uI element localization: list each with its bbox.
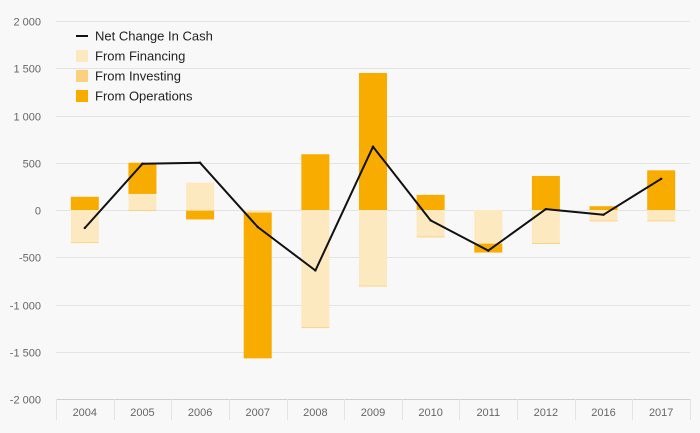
x-tick-label: 2007	[245, 407, 269, 419]
x-tick-label: 2005	[130, 407, 154, 419]
bar-from-financing-2011	[474, 210, 503, 244]
net-change-point-2016	[602, 213, 605, 216]
x-tick-label: 2012	[534, 407, 558, 419]
bar-from-financing-2006	[186, 182, 215, 210]
y-tick-label: 500	[23, 159, 41, 171]
bar-from-operations-2010	[416, 194, 445, 210]
net-change-point-2005	[141, 162, 144, 165]
bar-from-investing-2006	[186, 210, 215, 211]
net-change-point-2010	[429, 219, 432, 222]
bar-from-investing-2010	[416, 236, 445, 238]
legend-swatch-from-financing	[76, 50, 88, 62]
y-tick-label: 1 000	[13, 112, 41, 124]
bar-from-investing-2017	[647, 220, 676, 222]
bar-from-operations-2009	[359, 72, 387, 210]
y-tick-label: -2 000	[10, 395, 41, 407]
bar-from-investing-2008	[301, 327, 330, 329]
net-change-point-2011	[487, 249, 490, 252]
bar-from-financing-2010	[416, 210, 445, 237]
bar-from-investing-2009	[359, 285, 387, 287]
bar-from-operations-2016	[589, 206, 618, 210]
y-tick-label: -1 500	[10, 348, 41, 360]
net-change-point-2004	[83, 226, 87, 230]
net-change-point-2007	[256, 225, 259, 229]
x-tick-label: 2017	[649, 407, 673, 419]
net-change-point-2008	[314, 269, 317, 272]
bar-from-operations-2005	[128, 162, 157, 194]
bar-from-investing-2011	[474, 243, 503, 245]
net-change-point-2006	[198, 161, 202, 164]
bar-from-investing-2004	[70, 242, 99, 244]
y-tick-label: 2 000	[13, 17, 41, 29]
bar-from-investing-2012	[531, 243, 560, 245]
legend-swatch-from-investing	[76, 70, 88, 82]
bar-from-operations-2008	[301, 154, 330, 210]
x-tick-label: 2009	[361, 407, 385, 419]
legend-label-net-change-in-cash: Net Change In Cash	[95, 29, 213, 44]
legend: Net Change In Cash From Financing From Inv…	[76, 29, 213, 104]
x-tick-label: 2004	[73, 407, 97, 419]
bar-from-financing-2017	[647, 210, 676, 221]
net-change-point-2012	[544, 207, 548, 211]
bar-from-operations-2006	[186, 210, 215, 220]
net-change-point-2017	[659, 177, 663, 181]
bar-from-operations-2011	[474, 244, 503, 253]
legend-label-from-financing: From Financing	[95, 49, 185, 64]
x-axis: 2004 2005 2006 2007 2008 2009 2010 2011 2012 2016…	[56, 399, 691, 420]
bar-from-operations-2012	[531, 175, 560, 210]
bar-from-operations-2007	[243, 212, 272, 359]
bar-from-financing-2004	[70, 210, 99, 243]
bar-from-financing-2005	[128, 193, 157, 210]
x-tick-label: 2011	[476, 407, 500, 419]
bar-from-investing-2007	[243, 211, 272, 213]
bar-from-investing-2016	[589, 220, 618, 222]
x-tick-label: 2008	[303, 407, 327, 419]
net-change-point-2009	[371, 145, 375, 148]
y-tick-label: -1 000	[10, 301, 41, 313]
legend-label-from-operations: From Operations	[95, 89, 193, 104]
y-tick-label: 0	[35, 206, 41, 218]
bars	[70, 72, 676, 359]
net-change-line-layer	[83, 145, 663, 272]
y-tick-label: -500	[19, 253, 41, 265]
bar-from-operations-2017	[647, 170, 676, 210]
bar-from-investing-2005	[128, 210, 157, 211]
x-tick-label: 2016	[591, 407, 615, 419]
legend-swatch-from-operations	[76, 90, 88, 102]
y-tick-label: 1 500	[13, 64, 41, 76]
legend-label-from-investing: From Investing	[95, 69, 181, 84]
x-tick-label: 2006	[188, 407, 212, 419]
bar-from-financing-2007	[243, 210, 272, 212]
bar-from-operations-2004	[70, 196, 99, 210]
y-axis: 2 000 1 500 1 000 500 0 -500 -1 000 -1 500 -2 00…	[10, 17, 41, 407]
bar-from-financing-2009	[359, 210, 387, 286]
x-tick-label: 2010	[418, 407, 442, 419]
